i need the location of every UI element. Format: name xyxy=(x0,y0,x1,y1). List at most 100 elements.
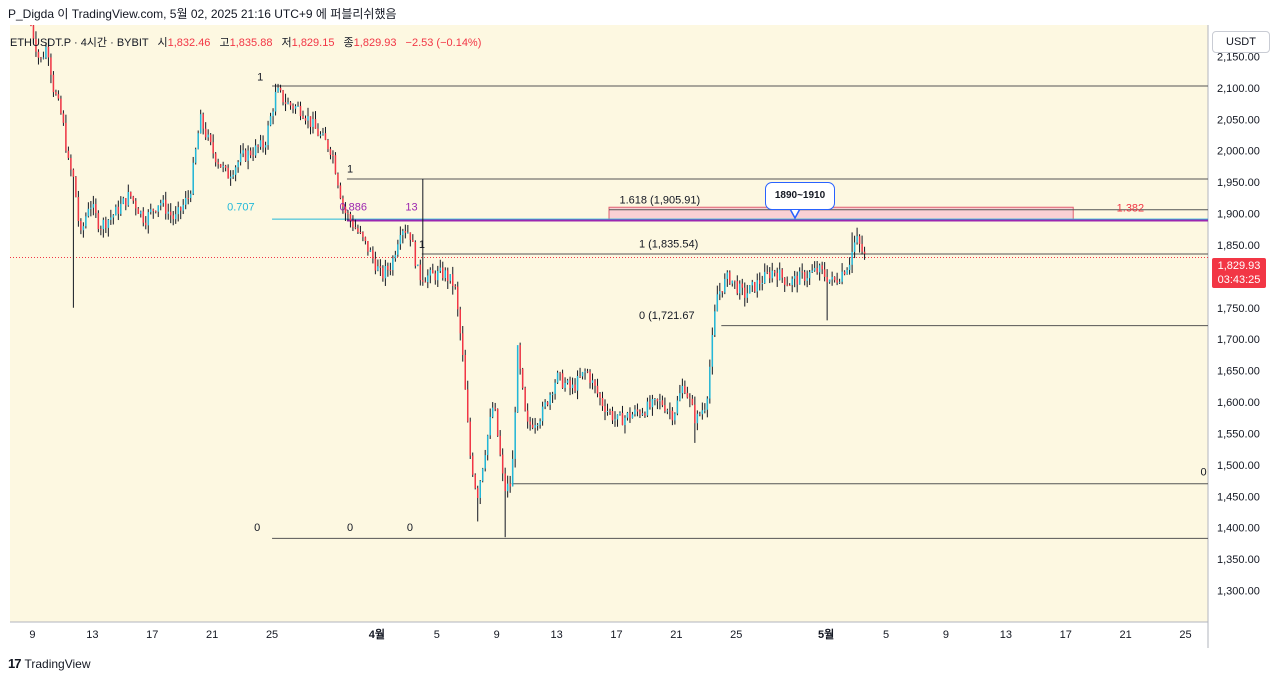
fib-label: 0.886 xyxy=(339,201,367,213)
y-tick-label: 1,450.00 xyxy=(1217,491,1260,503)
candle-body xyxy=(853,242,856,252)
low-value: 1,829.15 xyxy=(291,37,335,49)
candle-body xyxy=(639,411,641,415)
candle-body xyxy=(664,405,666,412)
candle-body xyxy=(754,282,756,292)
candle-body xyxy=(559,372,561,374)
x-tick-label: 13 xyxy=(550,629,562,641)
candle-body xyxy=(42,57,45,59)
candle-body xyxy=(362,232,364,238)
candle-body xyxy=(751,282,754,286)
candle-body xyxy=(219,164,222,168)
candle-body xyxy=(60,98,62,114)
candle-body xyxy=(773,270,776,273)
price-axis-background xyxy=(1208,25,1280,648)
candle-body xyxy=(277,87,279,92)
candle-body xyxy=(526,410,529,422)
candle-body xyxy=(364,237,367,241)
x-tick-label: 25 xyxy=(1179,629,1191,641)
candle-body xyxy=(424,281,427,283)
candle-body xyxy=(317,128,319,136)
candle-body xyxy=(601,397,604,407)
candle-body xyxy=(402,230,404,236)
x-tick-label: 13 xyxy=(86,629,98,641)
x-tick-label: 5 xyxy=(883,629,889,641)
candle-body xyxy=(863,251,866,254)
candle-body xyxy=(52,74,55,93)
candle-body xyxy=(701,410,704,415)
candle-body xyxy=(466,389,469,422)
candle-body xyxy=(771,270,773,279)
target-zone-callout[interactable]: 1890~1910 xyxy=(765,182,835,210)
candle-body xyxy=(37,51,40,58)
fib-label: 1 xyxy=(347,164,353,176)
candle-body xyxy=(202,114,204,129)
close-value: 1,829.93 xyxy=(353,37,397,49)
y-tick-label: 2,050.00 xyxy=(1217,114,1260,126)
candle-body xyxy=(172,215,174,220)
candle-body xyxy=(269,116,272,126)
candle-body xyxy=(699,413,701,415)
y-tick-label: 1,850.00 xyxy=(1217,240,1260,252)
candle-body xyxy=(135,200,137,209)
candle-body xyxy=(334,155,337,174)
candle-body xyxy=(734,280,736,282)
candle-body xyxy=(656,399,659,402)
y-tick-label: 1,550.00 xyxy=(1217,428,1260,440)
candle-body xyxy=(801,271,803,273)
candle-body xyxy=(349,213,352,221)
candle-body xyxy=(681,385,684,394)
candle-body xyxy=(589,371,591,383)
price-chart[interactable]: 2,150.00 2,100.00 2,050.00 2,000.00 1,950.00… xyxy=(0,20,1280,648)
candle-body xyxy=(626,412,629,418)
candle-body xyxy=(112,215,115,218)
candle-body xyxy=(249,150,252,156)
candle-body xyxy=(404,230,407,233)
candle-body xyxy=(87,208,90,217)
candle-body xyxy=(579,375,581,377)
candle-body xyxy=(67,150,70,158)
candle-body xyxy=(831,276,833,280)
candle-body xyxy=(55,92,57,95)
candle-body xyxy=(337,173,339,186)
candle-body xyxy=(304,118,307,121)
fib-label: 13 xyxy=(405,201,417,213)
candle-body xyxy=(339,185,342,199)
candle-body xyxy=(272,111,274,117)
fib-label: 1 xyxy=(257,71,263,83)
candle-body xyxy=(491,407,494,417)
candle-body xyxy=(716,294,719,312)
candle-body xyxy=(437,271,439,281)
candle-body xyxy=(329,149,332,155)
chart-area[interactable]: 2,150.00 2,100.00 2,050.00 2,000.00 1,950.00… xyxy=(0,20,1280,648)
candle-body xyxy=(257,145,259,147)
y-tick-label: 1,300.00 xyxy=(1217,586,1260,598)
x-tick-label: 13 xyxy=(1000,629,1012,641)
candle-body xyxy=(836,280,838,283)
candle-body xyxy=(35,39,37,52)
candle-body xyxy=(92,204,95,208)
candle-body xyxy=(209,134,212,143)
candle-body xyxy=(529,421,531,425)
candle-body xyxy=(539,421,541,425)
candle-body xyxy=(227,167,229,179)
candle-body xyxy=(147,212,150,226)
candle-body xyxy=(297,105,299,107)
candle-body xyxy=(763,271,766,284)
candle-body xyxy=(504,473,506,492)
fib-label: 0.707 xyxy=(227,201,255,213)
candle-body xyxy=(798,271,801,285)
candle-body xyxy=(749,285,751,294)
current-price-value: 1,829.93 xyxy=(1217,260,1261,272)
candle-body xyxy=(586,371,589,373)
candle-body xyxy=(689,397,691,399)
symbol-label[interactable]: ETHUSDT.P · 4시간 · BYBIT xyxy=(10,37,149,49)
candle-body xyxy=(768,272,771,279)
candle-body xyxy=(641,413,644,415)
currency-button[interactable]: USDT xyxy=(1212,31,1270,53)
fib-label: 1 xyxy=(419,239,425,251)
candle-body xyxy=(861,243,863,252)
candle-body xyxy=(254,145,257,156)
candle-body xyxy=(212,142,214,154)
publisher-line: P_Digda 이 TradingView.com, 5월 02, 2025 2… xyxy=(8,7,397,21)
